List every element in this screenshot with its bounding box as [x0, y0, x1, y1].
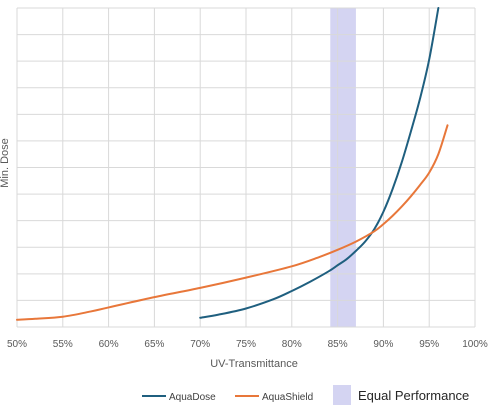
legend-swatch-equal-performance [333, 385, 351, 405]
y-axis-title: Min. Dose [0, 138, 11, 188]
legend-label-aquadose: AquaDose [169, 392, 216, 403]
x-tick-label: 100% [462, 339, 488, 350]
x-tick-label: 55% [53, 339, 73, 350]
series-line-aquashield [16, 124, 449, 321]
legend-label-equal-performance: Equal Performance [358, 388, 469, 403]
x-axis-title: UV-Transmittance [210, 358, 298, 370]
x-tick-label: 75% [236, 339, 256, 350]
x-tick-label: 50% [7, 339, 27, 350]
x-tick-label: 80% [282, 339, 302, 350]
x-tick-label: 95% [419, 339, 439, 350]
x-tick-label: 85% [328, 339, 348, 350]
series-line-aquadose [199, 7, 440, 319]
x-tick-label: 70% [190, 339, 210, 350]
grid-layer [16, 7, 476, 328]
x-tick-label: 60% [99, 339, 119, 350]
series-layer [16, 7, 449, 321]
x-tick-label: 65% [144, 339, 164, 350]
legend-label-aquashield: AquaShield [262, 392, 313, 403]
x-tick-labels: 50% 55% 60% 65% 70% 75% 80% 85% 90% 95% 100% [7, 339, 488, 350]
x-tick-label: 90% [373, 339, 393, 350]
legend: AquaDose AquaShield Equal Performance [142, 385, 469, 405]
